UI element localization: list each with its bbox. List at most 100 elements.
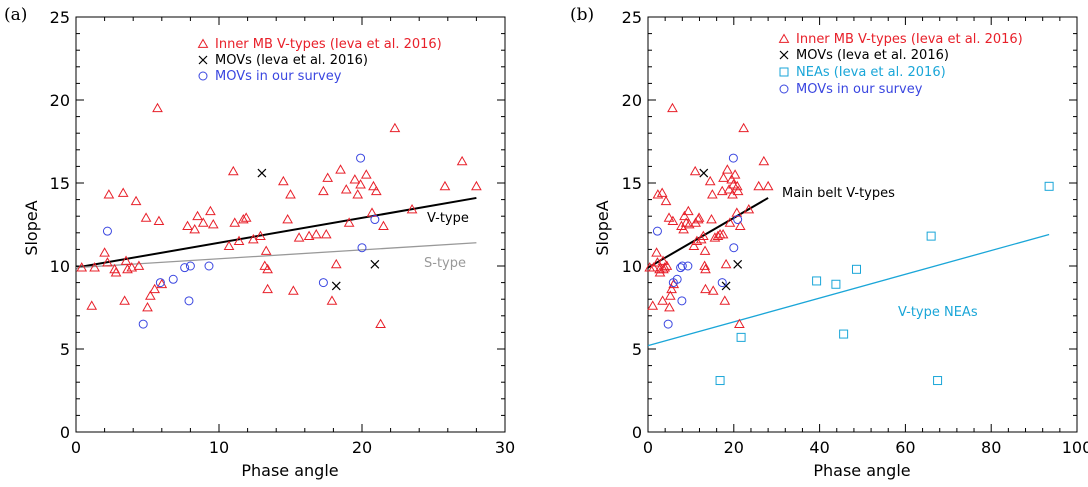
legend-marker-x [779,50,789,60]
data-point-circle [155,278,165,288]
data-point-triangle [343,217,355,227]
data-point-triangle [375,318,386,328]
data-point-triangle [389,122,401,133]
panel-b-xlabel: Phase angle [813,461,910,480]
data-point-triangle [727,189,738,199]
data-point-triangle [709,232,721,242]
data-point-triangle [706,189,718,199]
panel-a-marks [76,102,482,329]
legend-marker-triangle [778,33,790,43]
fit-line [647,197,769,269]
data-point-triangle [335,164,346,174]
data-point-triangle [205,205,216,216]
data-point-triangle [660,195,672,206]
data-point-circle [672,274,682,284]
data-point-triangle [731,207,743,217]
data-point-triangle [679,210,690,221]
x-tick-label: 60 [895,438,915,457]
data-point-triangle [355,179,366,189]
data-point-triangle [260,245,272,255]
legend-marker-triangle-icon [778,33,790,43]
data-point-triangle [293,232,305,242]
data-point-triangle [724,217,736,227]
data-point-triangle [729,169,741,179]
panel-a-xlabel: Phase angle [241,461,338,480]
data-point-triangle [738,122,750,133]
data-point-triangle [152,102,163,113]
data-point-triangle [103,189,115,199]
data-point-triangle [689,165,701,176]
data-point-triangle [731,180,743,191]
legend-item-movs-survey: MOVs in our survey [198,69,342,84]
data-point-triangle [352,189,364,199]
legend-marker-x [198,55,208,65]
panel-b-marks [644,102,1054,386]
data-point-triangle [718,172,729,182]
data-point-triangle [734,220,746,231]
data-point-triangle [664,290,676,300]
data-point-circle [184,296,194,306]
panel-b-axes: 0 20 40 60 80 100 0 5 10 15 20 25 [622,8,1088,457]
data-point-circle [180,263,190,273]
data-point-triangle [255,230,266,240]
fit-label-main-belt: Main belt V-types [782,186,895,201]
data-point-triangle [247,233,259,244]
data-point-triangle [320,228,332,239]
data-point-cross [370,259,380,269]
data-point-circle [683,261,693,271]
data-point-circle [204,261,214,271]
plot-frame [75,16,506,433]
data-point-square [839,329,849,339]
data-point-circle [717,278,727,288]
legend-label-movs: MOVs (Ieva et al. 2016) [215,53,368,68]
data-point-triangle [664,301,675,312]
data-point-triangle [318,185,329,196]
data-point-triangle [717,228,729,239]
data-point-circle [733,215,743,225]
data-point-triangle [734,318,745,328]
data-point-triangle [667,215,679,226]
panel-a-ylabel: SlopeA [22,200,41,255]
y-tick-label: 5 [632,340,642,359]
data-point-triangle [661,260,673,270]
data-point-triangle [722,164,733,174]
data-point-triangle [133,260,145,270]
legend-marker-x-icon [198,55,208,65]
data-point-triangle [378,220,389,231]
data-point-triangle [691,235,703,245]
data-point-triangle [652,189,664,199]
y-tick-label: 15 [622,174,642,193]
legend-item-movs-survey: MOVs in our survey [779,82,923,97]
data-point-triangle [678,223,689,234]
x-tick-label: 20 [352,438,372,457]
data-point-circle [356,153,366,163]
data-point-triangle [656,187,668,197]
data-point-triangle [659,262,671,272]
x-tick-label: 30 [495,438,515,457]
fit-label-s-type: S-type [424,256,466,271]
panel-a: (a) 0 10 20 30 0 5 10 15 20 25 Inner MB V-types (… [4,5,515,480]
data-point-cross [331,281,341,291]
data-point-triangle [707,285,719,295]
data-point-triangle [153,215,165,226]
y-tick-label: 0 [60,423,70,442]
data-point-triangle [699,260,710,270]
y-tick-label: 25 [50,8,70,27]
legend-label-movs-survey: MOVs in our survey [215,69,342,84]
data-point-triangle [285,189,296,199]
panel-a-fit-lines [75,196,477,269]
data-point-circle [652,226,662,236]
x-tick-label: 10 [209,438,229,457]
data-point-triangle [456,155,468,166]
data-point-triangle [117,187,129,197]
data-point-triangle [753,180,765,191]
data-point-circle [138,319,148,329]
data-point-triangle [719,295,731,305]
data-point-triangle [693,212,705,222]
y-tick-label: 0 [632,423,642,442]
data-point-triangle [651,247,662,257]
data-point-triangle [227,165,239,176]
data-point-triangle [699,245,711,255]
data-point-circle [318,278,328,288]
y-tick-label: 10 [50,257,70,276]
